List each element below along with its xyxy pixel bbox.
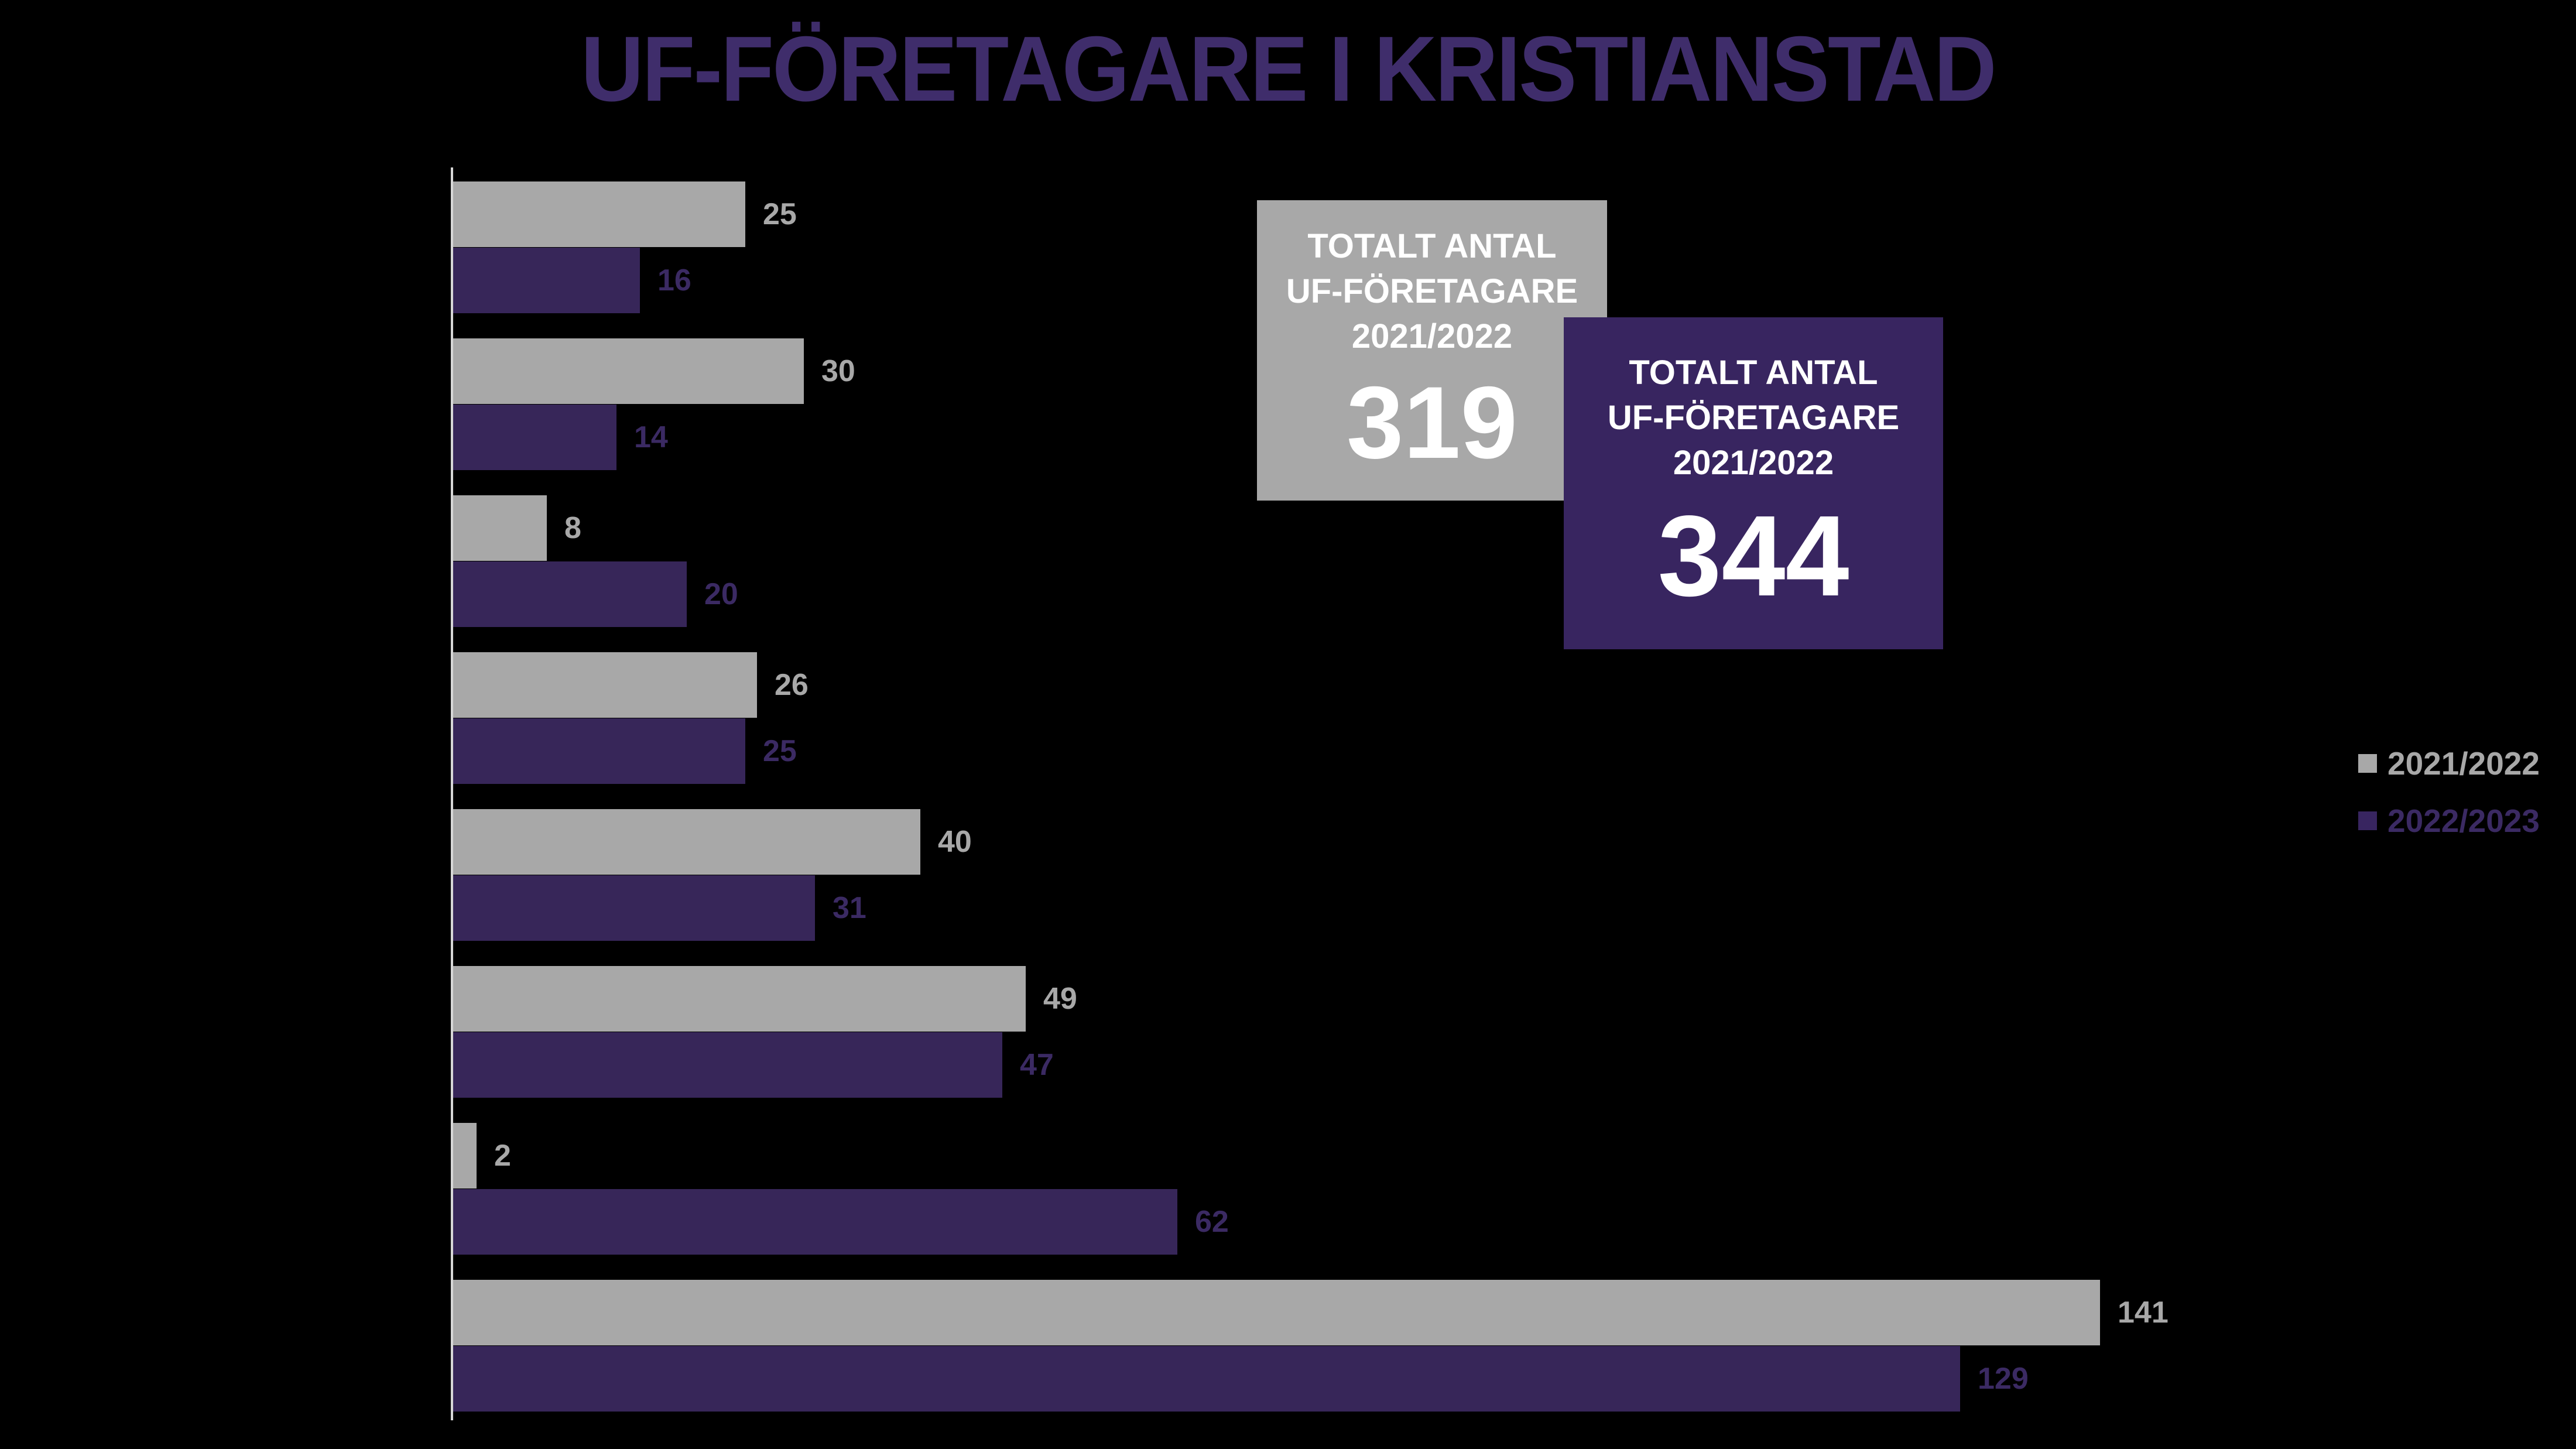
bar-row: 8: [453, 495, 581, 561]
bar-row: 62: [453, 1189, 1229, 1255]
bar-row: 129: [453, 1346, 2029, 1412]
total-box-2021-2022: TOTALT ANTAL UF-FÖRETAGARE 2021/2022 319: [1257, 200, 1607, 501]
chart-title: UF-FÖRETAGARE I KRISTIANSTAD: [581, 18, 1996, 121]
bar-2021-2022-group-8: [453, 1280, 2100, 1345]
bar-value-label: 25: [763, 197, 797, 231]
legend-swatch-icon: [2358, 811, 2377, 830]
bar-2021-2022-group-1: [453, 181, 745, 247]
total-box-2022-2023: TOTALT ANTAL UF-FÖRETAGARE 2021/2022 344: [1564, 317, 1943, 649]
bar-2022-2023-group-4: [453, 718, 745, 784]
total-box-line: TOTALT ANTAL: [1307, 227, 1557, 266]
total-box-line: UF-FÖRETAGARE: [1286, 272, 1578, 311]
total-box-value: 319: [1347, 366, 1517, 481]
bar-row: 30: [453, 338, 855, 404]
bar-row: 49: [453, 966, 1077, 1032]
bar-2021-2022-group-7: [453, 1123, 477, 1188]
legend: 2021/2022 2022/2023: [2358, 745, 2540, 840]
bar-value-label: 14: [634, 420, 668, 454]
bar-row: 25: [453, 718, 797, 784]
bar-value-label: 129: [1978, 1362, 2029, 1396]
bar-value-label: 40: [938, 825, 972, 859]
legend-item-2021-2022: 2021/2022: [2358, 745, 2540, 782]
bar-row: 141: [453, 1280, 2169, 1345]
total-box-line: TOTALT ANTAL: [1629, 354, 1878, 392]
bar-2021-2022-group-5: [453, 809, 920, 875]
bar-row: 20: [453, 561, 738, 627]
bar-2022-2023-group-5: [453, 875, 815, 941]
bar-value-label: 25: [763, 734, 797, 768]
bar-value-label: 47: [1020, 1048, 1054, 1082]
bar-value-label: 49: [1043, 982, 1077, 1016]
bar-2022-2023-group-7: [453, 1189, 1177, 1255]
bar-2021-2022-group-4: [453, 652, 757, 718]
bar-value-label: 8: [564, 511, 581, 545]
legend-item-label: 2021/2022: [2387, 745, 2540, 782]
bar-row: 2: [453, 1123, 511, 1188]
bar-value-label: 62: [1195, 1205, 1229, 1239]
bar-row: 47: [453, 1032, 1054, 1098]
bar-2021-2022-group-2: [453, 338, 804, 404]
legend-swatch-icon: [2358, 754, 2377, 773]
legend-item-label: 2022/2023: [2387, 803, 2540, 839]
bar-row: 40: [453, 809, 972, 875]
bar-row: 25: [453, 181, 797, 247]
total-box-line: 2021/2022: [1351, 317, 1513, 356]
bar-2021-2022-group-3: [453, 495, 547, 561]
bar-value-label: 31: [833, 891, 866, 925]
bar-2022-2023-group-3: [453, 561, 687, 627]
bar-value-label: 30: [821, 354, 855, 388]
bar-2022-2023-group-2: [453, 405, 616, 470]
bar-2022-2023-group-1: [453, 248, 640, 313]
bar-row: 26: [453, 652, 809, 718]
bar-value-label: 26: [775, 668, 809, 702]
bar-value-label: 16: [657, 263, 691, 297]
total-box-line: UF-FÖRETAGARE: [1607, 399, 1900, 437]
total-box-line: 2021/2022: [1673, 444, 1834, 482]
bar-2021-2022-group-6: [453, 966, 1026, 1032]
bar-2022-2023-group-8: [453, 1346, 1960, 1412]
total-box-value: 344: [1657, 492, 1849, 621]
y-axis-line: [451, 167, 453, 1420]
bar-2022-2023-group-6: [453, 1032, 1002, 1098]
legend-item-2022-2023: 2022/2023: [2358, 802, 2540, 840]
bar-row: 16: [453, 248, 691, 313]
bar-chart: 25 16 30 14 8 20 26 25 40 31 49 47 2 62 141 129: [453, 181, 2561, 1417]
bar-row: 31: [453, 875, 866, 941]
bar-value-label: 141: [2118, 1296, 2169, 1330]
bar-row: 14: [453, 405, 668, 470]
bar-value-label: 20: [704, 577, 738, 611]
bar-value-label: 2: [494, 1139, 511, 1173]
